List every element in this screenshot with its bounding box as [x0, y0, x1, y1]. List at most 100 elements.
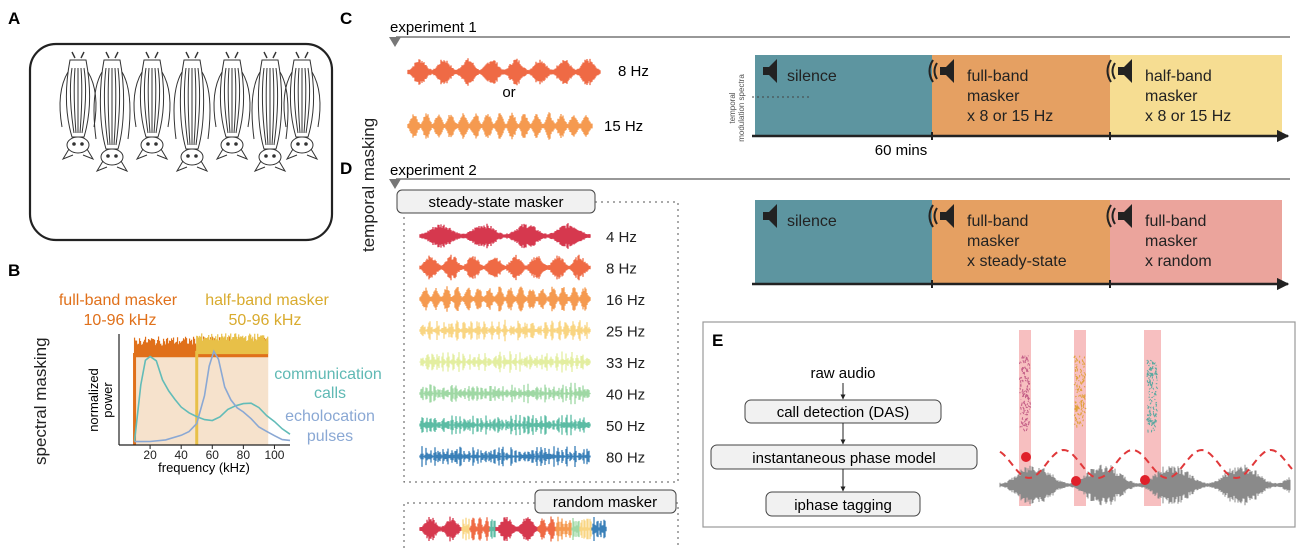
side-label-temporal: temporal masking	[359, 118, 378, 252]
detected-call-band	[1074, 330, 1086, 506]
random-segment	[469, 517, 491, 541]
cage-frame	[28, 42, 334, 242]
rate-label: 8 Hz	[606, 261, 637, 278]
panel-e-frame	[702, 321, 1296, 528]
x-tick-label: 80	[237, 448, 251, 462]
waveform-50hz	[419, 414, 591, 436]
rate-label: 50 Hz	[606, 418, 645, 435]
experiment1-label: experiment 1	[390, 19, 477, 36]
half-band-title: half-band masker	[205, 292, 329, 309]
x-tick-label: 100	[264, 448, 284, 462]
waveform-33hz	[419, 351, 591, 373]
call-spectrogram	[1073, 355, 1087, 428]
x-tick-label: 40	[175, 448, 189, 462]
full-band-range: 10-96 kHz	[84, 312, 157, 329]
experiment1-marker	[389, 37, 401, 47]
phase-model-box	[710, 444, 978, 470]
steady-state-waveforms: 4 Hz 8 Hz 16 Hz 25 Hz 33 Hz 40 Hz 50 Hz 80 Hz	[419, 223, 645, 467]
tagged-phase-point	[1071, 476, 1081, 486]
masker-band-shading	[134, 343, 269, 445]
waveform-40hz	[419, 382, 591, 405]
experiment2-label: experiment 2	[390, 162, 477, 179]
panel-label-e: E	[712, 331, 723, 350]
rate-8hz-label: 8 Hz	[618, 63, 649, 80]
echolocation-pulses-series	[134, 349, 291, 443]
bat-icon	[251, 51, 289, 173]
spectrum-plot: 20 40 60 80 100	[118, 333, 291, 462]
panel-label-d: D	[340, 159, 352, 178]
random-masker-waveform	[419, 516, 607, 542]
spectra-label-line1: temporal	[728, 92, 737, 123]
random-segment	[571, 518, 581, 540]
modulated-audio-waveform	[999, 464, 1291, 506]
speaker-icon	[928, 59, 954, 83]
waveform-25hz	[419, 319, 591, 342]
exp1-block-3-text: half-band	[1145, 68, 1212, 85]
speaker-icon	[1106, 204, 1132, 228]
call-spectrogram	[1146, 359, 1159, 433]
hanging-bats-drawing	[59, 51, 321, 173]
rate-label: 33 Hz	[606, 355, 645, 372]
random-segment	[495, 517, 539, 541]
bat-icon	[213, 51, 251, 161]
speaker-icon	[763, 204, 777, 228]
x-tick-label: 20	[143, 448, 157, 462]
iphase-tagging-label: iphase tagging	[794, 497, 892, 514]
random-segment	[461, 517, 471, 541]
waveform-15hz	[407, 112, 593, 140]
panel-label-b: B	[8, 261, 20, 280]
bat-icon	[93, 51, 131, 173]
random-masker-title: random masker	[553, 494, 657, 511]
y-axis-label-line2: power	[100, 382, 115, 418]
exp2-block-3-text: masker	[1145, 233, 1198, 250]
bat-icon	[133, 51, 171, 161]
bat-cage	[28, 42, 334, 242]
waveform-4hz	[419, 223, 591, 249]
rate-label: 4 Hz	[606, 229, 637, 246]
panel-label-c: C	[340, 9, 352, 28]
x-tick-label: 60	[206, 448, 220, 462]
phase-model-label: instantaneous phase model	[752, 450, 935, 467]
random-segment	[591, 517, 607, 541]
exp1-block-2-text: full-band	[967, 68, 1028, 85]
echolocation-label-line2: pulses	[307, 428, 353, 445]
rate-label: 40 Hz	[606, 387, 645, 404]
waveform-80hz	[419, 446, 591, 467]
side-label-spectral: spectral masking	[31, 337, 50, 465]
exp1-block-3-text: x 8 or 15 Hz	[1145, 108, 1231, 125]
instantaneous-phase-curve	[999, 448, 1293, 480]
speaker-icon	[1106, 59, 1132, 83]
waveform-16hz	[419, 286, 591, 312]
rate-15hz-label: 15 Hz	[604, 118, 643, 135]
waveform-8hz-shape	[407, 58, 601, 86]
raw-audio-label: raw audio	[810, 365, 875, 382]
communication-label-line1: communication	[274, 366, 382, 383]
communication-calls-series	[133, 355, 291, 442]
random-masker-dotted-frame	[403, 502, 679, 548]
half-band-masker-series	[196, 333, 269, 355]
x-axis-label: frequency (kHz)	[158, 460, 250, 475]
random-segment	[419, 516, 463, 542]
speaker-icon	[928, 204, 954, 228]
half-band-range: 50-96 kHz	[229, 312, 302, 329]
full-band-title: full-band masker	[59, 292, 178, 309]
exp2-block-3-text: full-band	[1145, 213, 1206, 230]
rate-label: 80 Hz	[606, 450, 645, 467]
tagged-phase-point	[1140, 475, 1150, 485]
call-spectrogram	[1018, 355, 1032, 432]
exp1-block-3-text: masker	[1145, 88, 1198, 105]
exp1-block-1-text: silence	[787, 68, 837, 85]
experiment2-timeline: silence full-band masker x steady-state full…	[752, 200, 1290, 291]
waveform-8hz	[407, 58, 601, 86]
exp1-block-2	[932, 55, 1110, 136]
experiment2-marker	[389, 179, 401, 189]
waveform-8hz	[419, 254, 591, 281]
call-detection-label: call detection (DAS)	[777, 404, 910, 421]
phase-tagging-illustration	[999, 330, 1293, 506]
speaker-icon	[763, 59, 777, 83]
experiment1-timeline: silence full-band masker x 8 or 15 Hz half-b…	[752, 55, 1290, 143]
exp2-block-1-text: silence	[787, 213, 837, 230]
panel-label-a: A	[8, 9, 20, 28]
exp2-block-2	[932, 200, 1110, 284]
